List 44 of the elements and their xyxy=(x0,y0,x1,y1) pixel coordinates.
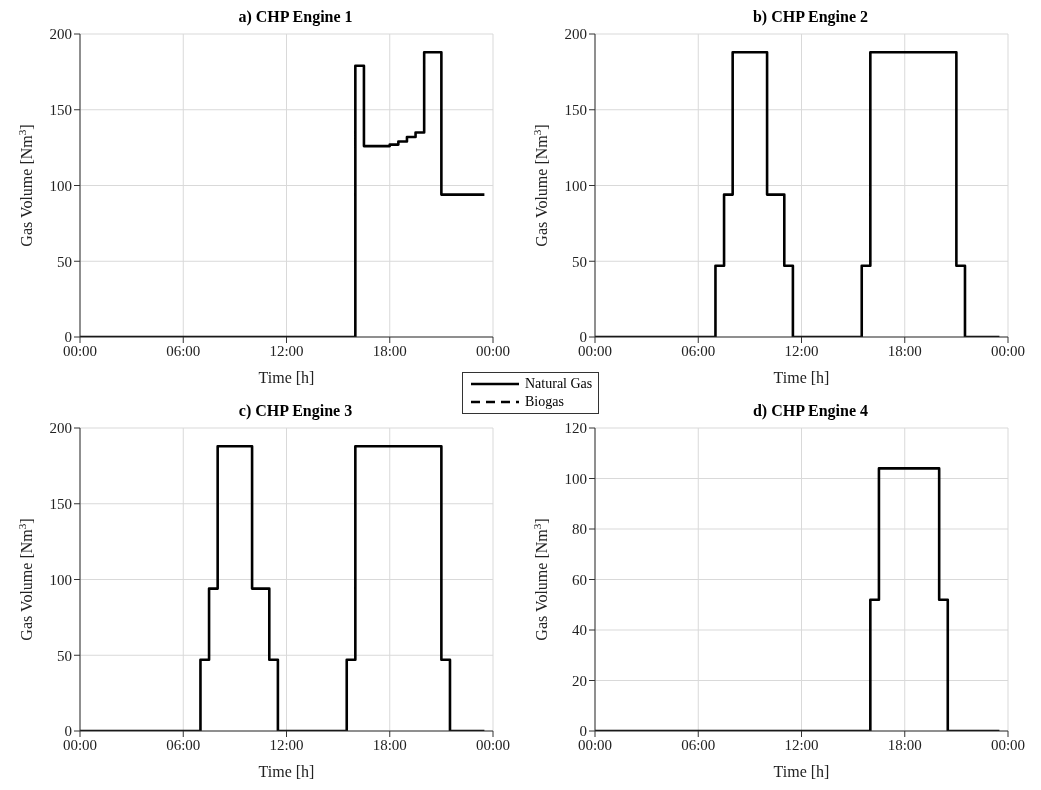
chart-title: a) CHP Engine 1 xyxy=(237,8,354,28)
x-tick-label: 06:00 xyxy=(166,342,201,359)
chart-title: c) CHP Engine 3 xyxy=(237,402,354,422)
x-tick-label: 06:00 xyxy=(681,342,716,359)
y-tick-label: 100 xyxy=(564,470,587,487)
y-tick-label: 60 xyxy=(572,571,587,588)
y-tick-label: 100 xyxy=(49,571,72,588)
legend-label: Biogas xyxy=(525,394,564,410)
chart-title: d) CHP Engine 4 xyxy=(752,402,869,419)
y-tick-label: 200 xyxy=(49,420,72,437)
y-tick-label: 100 xyxy=(49,177,72,194)
x-tick-label: 18:00 xyxy=(887,736,922,753)
chart-title: b) CHP Engine 2 xyxy=(751,8,870,28)
x-axis-title: Time [h] xyxy=(258,369,315,386)
y-tick-label: 50 xyxy=(57,647,72,664)
x-axis-title: Time [h] xyxy=(773,369,830,386)
y-tick-label: 200 xyxy=(49,26,72,43)
x-tick-label: 00:00 xyxy=(475,342,511,359)
x-tick-label: 18:00 xyxy=(887,342,922,359)
y-tick-label: 50 xyxy=(57,253,72,270)
x-tick-label: 00:00 xyxy=(475,736,511,753)
x-tick-label: 06:00 xyxy=(681,736,716,753)
y-tick-label: 150 xyxy=(564,102,587,119)
x-tick-label: 06:00 xyxy=(166,736,201,753)
y-tick-label: 20 xyxy=(572,672,587,689)
x-tick-label: 00:00 xyxy=(990,736,1026,753)
x-axis-title: Time [h] xyxy=(258,763,315,780)
x-tick-label: 12:00 xyxy=(269,342,304,359)
y-tick-label: 100 xyxy=(564,177,587,194)
y-tick-label: 50 xyxy=(572,253,587,270)
y-tick-label: 150 xyxy=(49,102,72,119)
x-tick-label: 18:00 xyxy=(372,342,407,359)
x-tick-label: 12:00 xyxy=(784,736,819,753)
y-tick-label: 150 xyxy=(49,496,72,513)
x-axis-title: Time [h] xyxy=(773,763,830,780)
y-tick-label: 120 xyxy=(564,420,587,437)
legend-label: Natural Gas xyxy=(525,376,593,392)
y-tick-label: 80 xyxy=(572,521,587,538)
x-tick-label: 00:00 xyxy=(990,342,1026,359)
x-tick-label: 12:00 xyxy=(784,342,819,359)
x-tick-label: 12:00 xyxy=(269,736,304,753)
y-tick-label: 40 xyxy=(572,622,587,639)
x-tick-label: 18:00 xyxy=(372,736,407,753)
y-tick-label: 200 xyxy=(564,26,587,43)
